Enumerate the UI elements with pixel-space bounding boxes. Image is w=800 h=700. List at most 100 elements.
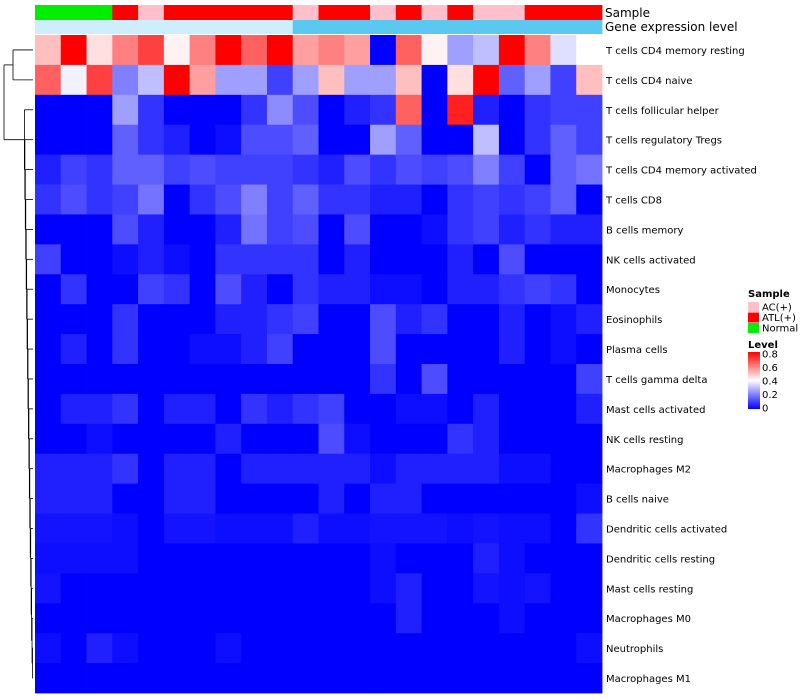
heatmap-cell [498,124,526,156]
heatmap-cell [60,334,87,365]
heatmap-cell [395,603,422,634]
heatmap-cell [473,603,500,634]
heatmap-cell [344,334,371,365]
heatmap-cell [189,214,216,245]
heatmap-cell [163,334,191,365]
heatmap-cell [344,214,371,245]
heatmap-cell [241,423,268,455]
heatmap-cell [241,663,268,694]
heatmap-cell [86,633,113,664]
heatmap-cell [163,35,191,66]
heatmap-cell [163,184,191,215]
heatmap-cell [189,64,216,96]
heatmap-cell [318,513,345,544]
legend-level-colorbar [748,352,760,409]
heatmap-cell [395,124,422,156]
heatmap-cell [344,124,371,156]
sample-track-cell [241,5,268,20]
legend-sample-swatch [748,302,759,312]
heatmap-cell [215,35,242,66]
heatmap-cell [318,603,345,634]
heatmap-cell [395,304,422,335]
heatmap-cell [473,184,500,215]
sample-track-cell [370,5,397,20]
heatmap-cell [550,663,577,694]
heatmap-cell [524,334,551,365]
heatmap-cell [292,35,319,66]
expression-track-cell [318,20,345,34]
row-label: NK cells activated [606,255,696,266]
heatmap-cell [163,64,191,96]
legend-level-tick: 0.4 [762,377,778,388]
heatmap-cell [447,214,474,245]
heatmap-cell [318,423,345,455]
heatmap-cell [524,573,551,604]
row-label: Dendritic cells resting [606,554,715,565]
heatmap-cell [189,393,216,425]
heatmap-cell [189,35,216,66]
heatmap-cell [421,304,448,335]
heatmap-cell [498,35,526,66]
heatmap-cell [344,483,371,514]
heatmap-cell [138,513,165,544]
heatmap-cell [241,543,268,574]
heatmap-cell [189,423,216,455]
heatmap-cell [395,483,422,514]
heatmap-cell [189,483,216,514]
heatmap-cell [421,334,448,365]
heatmap-cell [447,543,474,574]
heatmap-cell [421,603,448,634]
sample-annotation-track [35,5,603,20]
heatmap-cell [215,663,242,694]
heatmap-cell [370,304,397,335]
row-label: Macrophages M0 [606,614,691,625]
heatmap-cell [344,513,371,544]
heatmap-cell [112,573,139,604]
heatmap-cell [241,184,268,215]
heatmap-cell [498,453,526,485]
heatmap-cell [370,483,397,514]
heatmap-cell [138,573,165,604]
heatmap-cell [86,334,113,365]
expression-track-cell [163,20,191,34]
heatmap-cell [292,94,319,126]
heatmap-cell [35,304,62,335]
heatmap-cell [473,483,500,514]
expression-track-cell [344,20,371,34]
heatmap-cell [60,274,87,305]
heatmap-cell [395,513,422,544]
heatmap-cell [395,573,422,604]
heatmap-cell [524,364,551,395]
heatmap-cell [112,633,139,664]
heatmap-cell [447,513,474,544]
heatmap-cell [35,184,62,215]
heatmap-cell [112,543,139,574]
heatmap-cell [576,453,603,485]
expression-track-cell [60,20,87,34]
heatmap-cell [35,663,62,694]
heatmap-cell [60,663,87,694]
heatmap-cell [318,663,345,694]
heatmap-cell [112,124,139,156]
heatmap-cells [35,35,603,694]
expression-track-cell [189,20,216,34]
heatmap-cell [370,543,397,574]
heatmap-cell [344,453,371,485]
sample-track-cell [138,5,165,20]
heatmap-cell [215,543,242,574]
heatmap-cell [576,483,603,514]
heatmap-cell [215,603,242,634]
row-label: T cells regulatory Tregs [605,136,722,147]
heatmap-cell [473,513,500,544]
heatmap-cell [292,364,319,395]
heatmap-cell [550,393,577,425]
heatmap-cell [447,244,474,275]
heatmap-cell [138,304,165,335]
heatmap-cell [447,663,474,694]
heatmap-cell [576,364,603,395]
heatmap-cell [447,603,474,634]
heatmap-cell [292,214,319,245]
legend-sample-title: Sample [748,289,790,300]
heatmap-cell [266,124,294,156]
row-label: Monocytes [606,285,660,296]
